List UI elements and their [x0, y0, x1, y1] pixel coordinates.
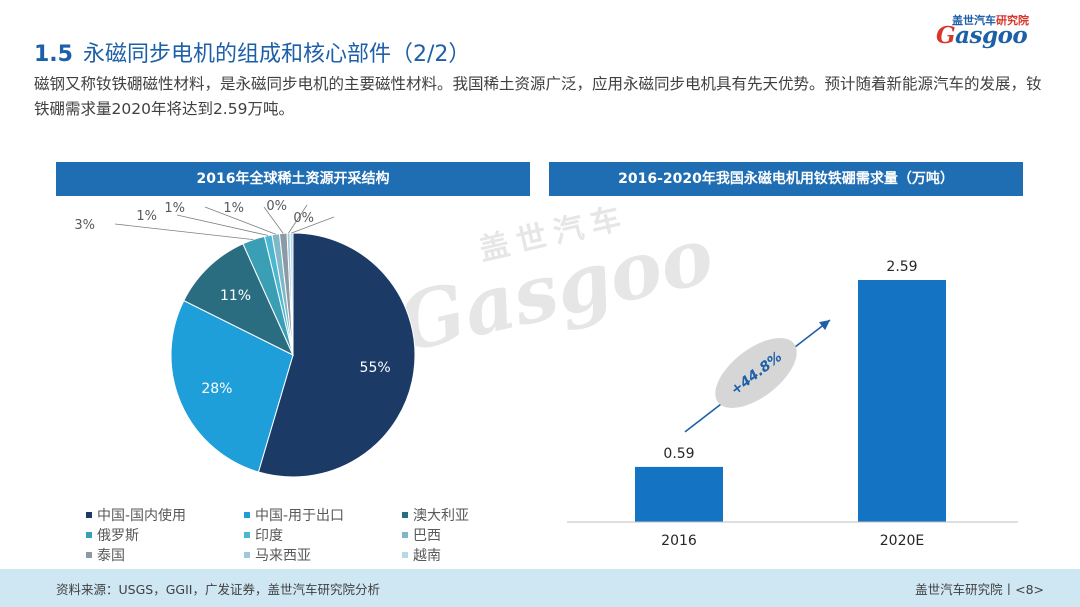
legend-swatch — [402, 512, 408, 518]
legend-swatch — [402, 552, 408, 558]
pie-leader-line — [288, 204, 308, 234]
pie-value-label: 1% — [164, 201, 185, 216]
legend-item: 巴西 — [402, 526, 441, 546]
bar — [858, 280, 946, 522]
pie-value-label: 11% — [220, 288, 251, 304]
bar-chart-title: 2016-2020年我国永磁电机用钕铁硼需求量（万吨） — [549, 162, 1023, 196]
legend-label: 中国-用于出口 — [255, 508, 345, 524]
footer: 资料来源：USGS，GGII，广发证券，盖世汽车研究院分析 盖世汽车研究院丨<8… — [0, 569, 1080, 607]
x-tick-label: 2020E — [880, 533, 924, 549]
pie-value-label: 28% — [201, 381, 232, 397]
legend-label: 越南 — [413, 548, 441, 564]
pie-value-label: 3% — [74, 218, 95, 233]
logo-cn: 盖世汽车研究院 — [952, 12, 1029, 28]
legend-swatch — [244, 552, 250, 558]
logo-cn-blue: 盖世汽车 — [952, 14, 996, 27]
section-number: 1.5 — [34, 42, 73, 67]
logo-en: Gasgoo — [936, 22, 1028, 49]
legend-swatch — [86, 532, 92, 538]
legend-swatch — [86, 552, 92, 558]
legend-label: 泰国 — [97, 548, 125, 564]
legend-label: 印度 — [255, 528, 283, 544]
pie-slice — [257, 232, 416, 478]
source-note: 资料来源：USGS，GGII，广发证券，盖世汽车研究院分析 — [56, 582, 380, 597]
pie-slice — [170, 299, 294, 473]
pie-value-label: 1% — [223, 201, 244, 216]
legend-item: 泰国 — [86, 546, 125, 566]
legend-item: 俄罗斯 — [86, 526, 139, 546]
intro-paragraph: 磁钢又称钕铁硼磁性材料，是永磁同步电机的主要磁性材料。我国稀土资源广泛，应用永磁… — [34, 75, 1042, 118]
logo-en-rest: asgoo — [955, 22, 1028, 49]
legend-label: 巴西 — [413, 528, 441, 544]
bar-value-label: 0.59 — [663, 446, 694, 462]
legend-label: 澳大利亚 — [413, 508, 469, 524]
legend-swatch — [86, 512, 92, 518]
legend-label: 中国-国内使用 — [97, 508, 187, 524]
title-text: 永磁同步电机的组成和核心部件（2/2） — [82, 42, 471, 67]
legend-item: 中国-用于出口 — [244, 506, 344, 526]
pie-value-label: 0% — [266, 199, 287, 214]
legend-label: 俄罗斯 — [97, 528, 139, 544]
legend-swatch — [244, 532, 250, 538]
pie-leader-line — [114, 223, 254, 240]
pie-leader-line — [263, 206, 284, 234]
pie-value-label: 55% — [360, 360, 391, 376]
pie-slice — [183, 243, 295, 357]
pie-leader-line — [204, 206, 276, 235]
x-tick-label: 2016 — [661, 533, 697, 549]
legend-item: 印度 — [244, 526, 283, 546]
pie-leader-line — [291, 216, 335, 234]
legend-label: 马来西亚 — [255, 548, 311, 564]
pie-chart-title: 2016年全球稀土资源开采结构 — [56, 162, 530, 196]
legend-item: 澳大利亚 — [402, 506, 469, 526]
pie-value-label: 1% — [136, 209, 157, 224]
legend-swatch — [402, 532, 408, 538]
pie-value-label: 0% — [293, 211, 314, 226]
growth-arrow-head — [819, 319, 830, 331]
logo-en-initial: G — [936, 22, 956, 49]
pie-leader-line — [176, 214, 269, 236]
bar — [635, 466, 723, 522]
bar-value-label: 2.59 — [886, 259, 917, 275]
legend-item: 中国-国内使用 — [86, 506, 186, 526]
page-number: 盖世汽车研究院丨<8> — [915, 582, 1044, 597]
legend-item: 越南 — [402, 546, 441, 566]
growth-badge — [715, 338, 797, 408]
legend-item: 马来西亚 — [244, 546, 311, 566]
page-title: 1.5 永磁同步电机的组成和核心部件（2/2） — [34, 36, 470, 68]
gasgoo-logo: 盖世汽车研究院 Gasgoo — [936, 12, 1046, 49]
logo-cn-red: 研究院 — [996, 14, 1029, 27]
legend-swatch — [244, 512, 250, 518]
